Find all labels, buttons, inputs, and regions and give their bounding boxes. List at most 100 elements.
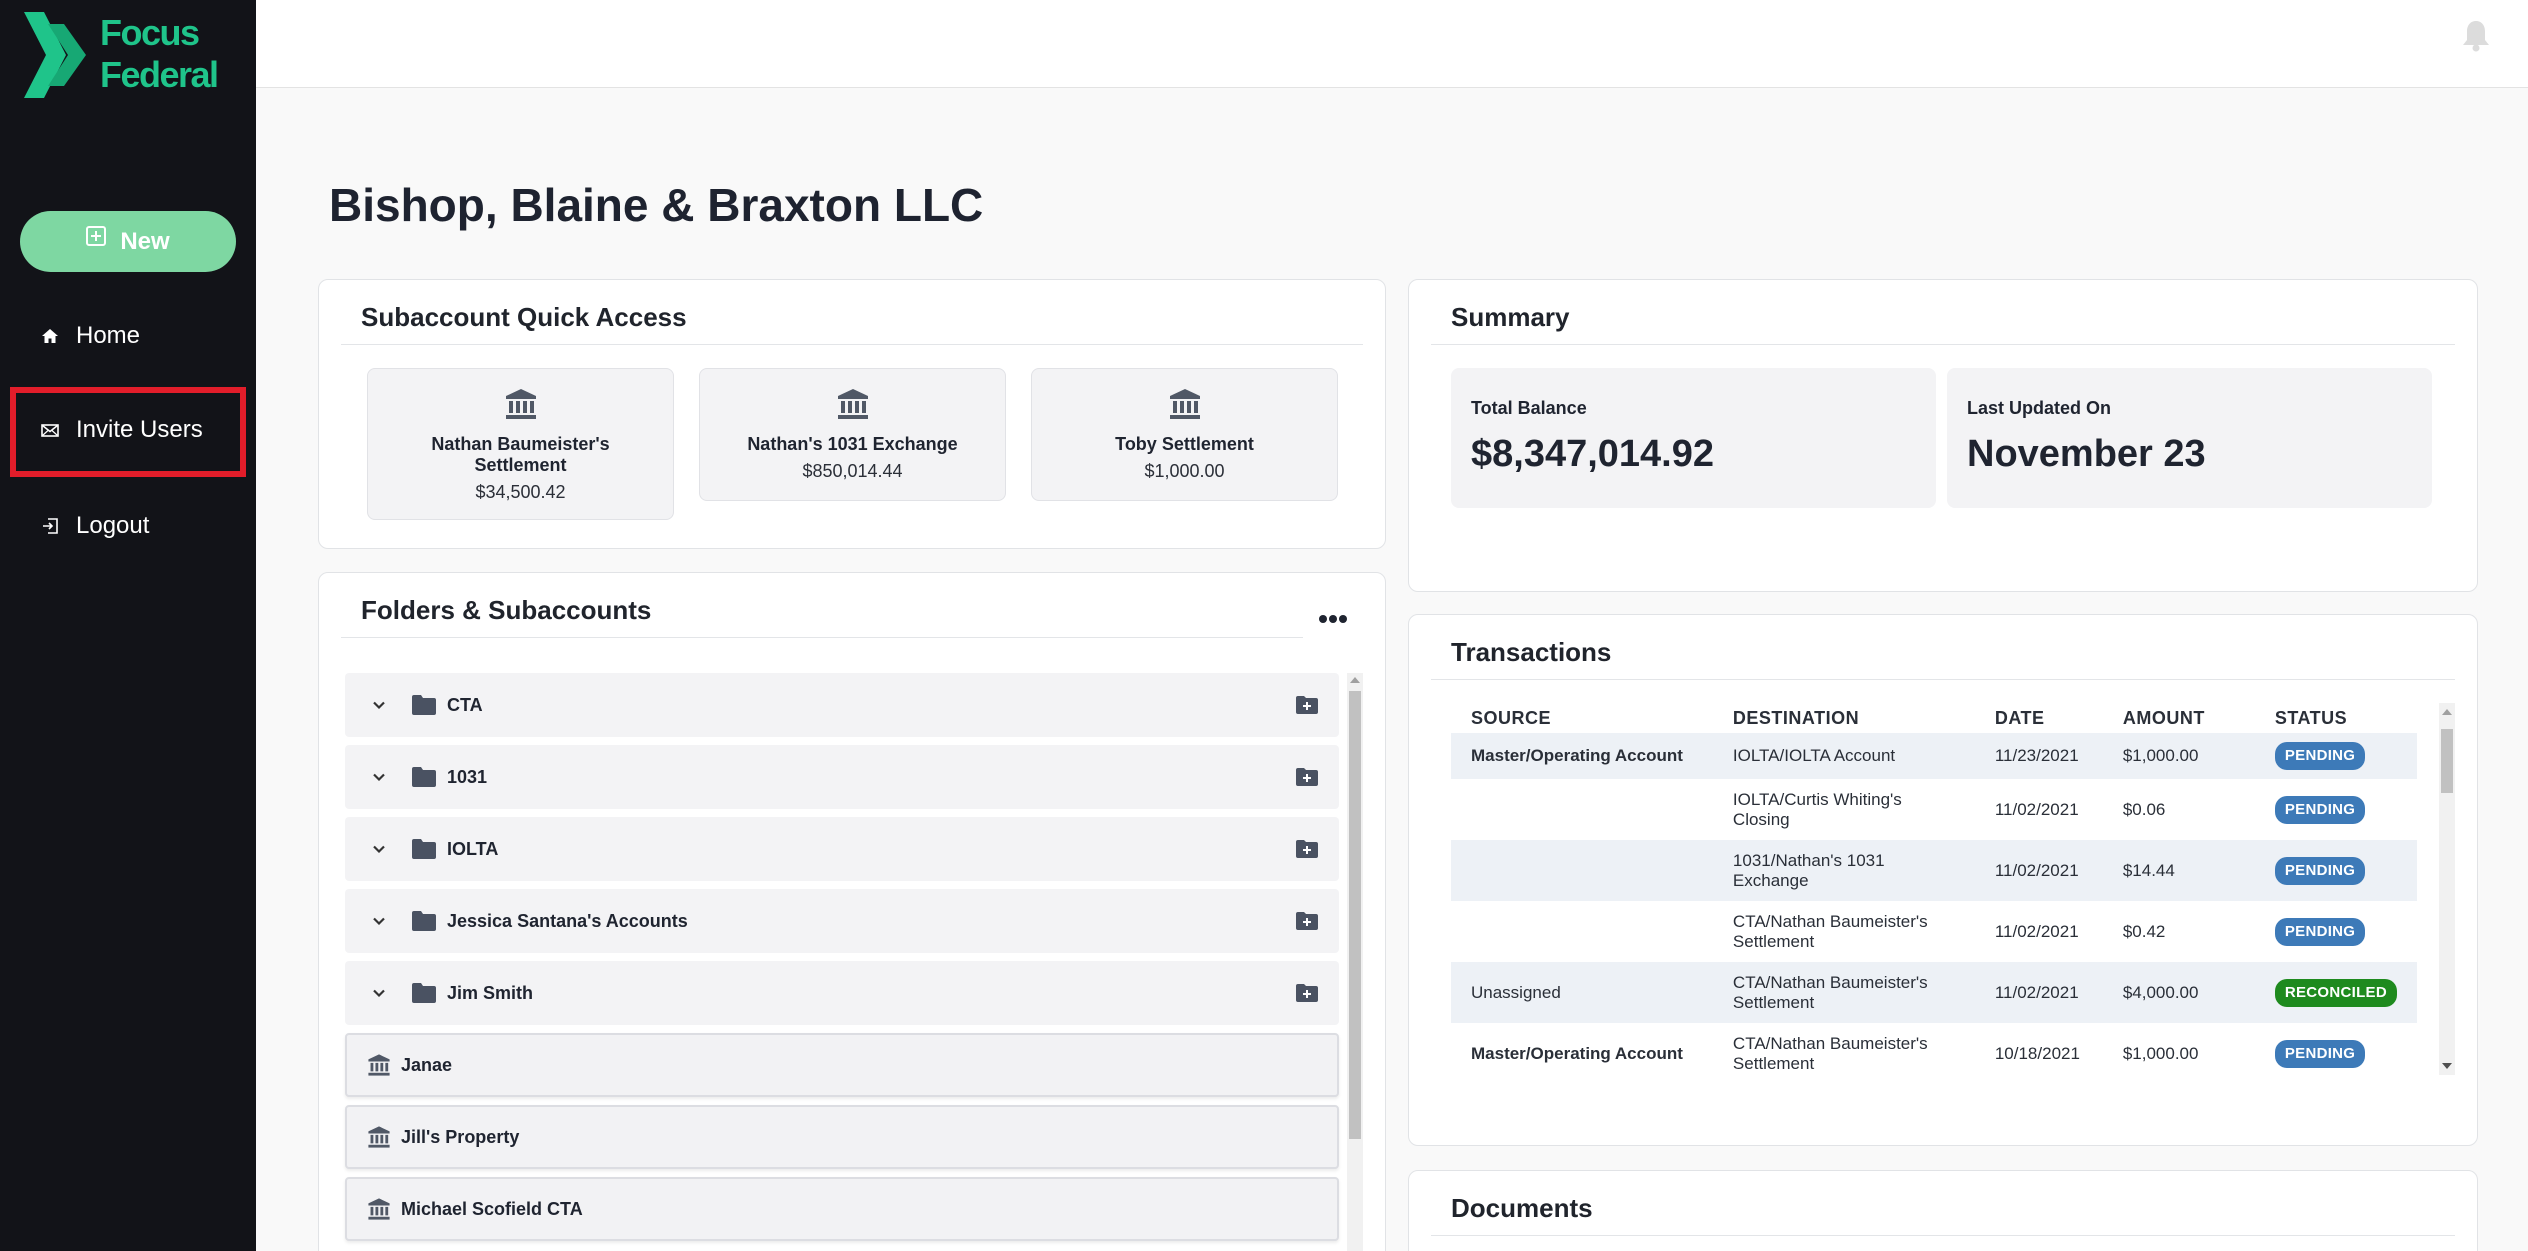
total-balance-tile: Total Balance $8,347,014.92: [1451, 368, 1936, 508]
folder-row-cta[interactable]: CTA: [345, 673, 1339, 737]
sidebar-item-logout[interactable]: Logout: [0, 496, 256, 556]
top-bar: [256, 0, 2528, 88]
folder-icon: [412, 911, 436, 931]
column-header-amount: AMOUNT: [2122, 707, 2205, 728]
subaccount-label: Jill's Property: [401, 1126, 520, 1147]
cell-destination: CTA/Nathan Baumeister's Settlement: [1732, 911, 1928, 951]
cell-date: 10/18/2021: [1994, 1043, 2080, 1063]
table-row[interactable]: CTA/Nathan Baumeister's Settlement 11/02…: [1451, 901, 2417, 962]
folder-row-jim-smith[interactable]: Jim Smith: [345, 961, 1339, 1025]
status-badge: PENDING: [2274, 1039, 2366, 1068]
quick-access-tile[interactable]: Toby Settlement $1,000.00: [1031, 368, 1338, 501]
logo-text-line2: Federal: [100, 54, 219, 95]
cell-status: RECONCILED: [2254, 962, 2417, 1023]
cell-amount: $4,000.00: [2102, 962, 2255, 1023]
quick-access-amount: $1,000.00: [1144, 461, 1225, 481]
folder-label: 1031: [447, 766, 488, 787]
focus-federal-logo[interactable]: Focus Federal: [22, 12, 219, 98]
quick-access-amount: $850,014.44: [802, 461, 903, 481]
divider: [1431, 344, 2455, 345]
cell-source: [1451, 901, 1713, 962]
cell-date: 11/23/2021: [1974, 733, 2103, 779]
add-folder-icon[interactable]: [1295, 911, 1319, 931]
table-row[interactable]: 1031/Nathan's 1031 Exchange 11/02/2021 $…: [1451, 840, 2417, 901]
cell-status: PENDING: [2255, 1023, 2417, 1084]
sidebar-item-home[interactable]: Home: [0, 306, 256, 366]
bank-icon: [505, 389, 536, 419]
divider: [1431, 679, 2455, 680]
page-title: Bishop, Blaine & Braxton LLC: [329, 179, 984, 231]
folder-icon: [412, 767, 436, 787]
column-header-status: STATUS: [2274, 707, 2348, 728]
card-title: Documents: [1451, 1193, 1593, 1223]
cell-source: [1451, 779, 1713, 840]
chevron-down-icon[interactable]: [371, 769, 387, 785]
scroll-up-arrow-icon[interactable]: [2442, 709, 2452, 715]
subaccount-label: Michael Scofield CTA: [401, 1198, 583, 1219]
bank-icon: [368, 1126, 390, 1148]
bank-icon: [837, 389, 868, 419]
cell-amount: $1,000.00: [2102, 733, 2255, 779]
add-folder-icon[interactable]: [1295, 983, 1319, 1003]
chevron-down-icon[interactable]: [371, 913, 387, 929]
status-badge: PENDING: [2274, 917, 2366, 946]
cell-status: PENDING: [2255, 779, 2417, 840]
more-options-icon[interactable]: [1319, 615, 1347, 625]
quick-access-amount: $34,500.42: [475, 482, 566, 502]
subaccount-row-michael-scofield[interactable]: Michael Scofield CTA: [345, 1177, 1339, 1241]
new-button[interactable]: New: [20, 211, 236, 272]
quick-access-name: Nathan's 1031 Exchange: [747, 434, 958, 454]
divider: [341, 344, 1363, 345]
quick-access-tile[interactable]: Nathan Baumeister's Settlement $34,500.4…: [367, 368, 674, 520]
transactions-scrollbar[interactable]: [2439, 703, 2455, 1075]
status-badge: RECONCILED: [2274, 978, 2397, 1007]
chevron-down-icon[interactable]: [371, 841, 387, 857]
sidebar-item-invite-users[interactable]: Invite Users: [0, 400, 256, 460]
last-updated-value: November 23: [1967, 433, 2206, 475]
add-folder-icon[interactable]: [1295, 839, 1319, 859]
folder-row-1031[interactable]: 1031: [345, 745, 1339, 809]
table-row[interactable]: Master/Operating Account IOLTA/IOLTA Acc…: [1451, 733, 2417, 779]
table-row[interactable]: IOLTA/Curtis Whiting's Closing 11/02/202…: [1451, 779, 2417, 840]
scroll-up-arrow-icon[interactable]: [1350, 677, 1360, 683]
chevron-down-icon[interactable]: [371, 697, 387, 713]
column-header-date: DATE: [1994, 707, 2045, 728]
scrollbar-thumb[interactable]: [1349, 691, 1361, 1139]
total-balance-label: Total Balance: [1471, 398, 1587, 418]
cell-source: Master/Operating Account: [1451, 733, 1713, 779]
folder-list-scrollbar[interactable]: [1347, 673, 1363, 1251]
sidebar-item-label: Invite Users: [76, 416, 203, 443]
cell-date: 11/02/2021: [1974, 962, 2103, 1023]
scrollbar-thumb[interactable]: [2441, 729, 2453, 793]
plus-square-icon: [86, 225, 107, 246]
subaccount-quick-access-card: Subaccount Quick Access Nathan Baumeiste…: [318, 279, 1386, 549]
chevron-down-icon[interactable]: [371, 985, 387, 1001]
table-row[interactable]: Master/Operating Account CTA/Nathan Baum…: [1451, 1023, 2417, 1084]
add-folder-icon[interactable]: [1295, 695, 1319, 715]
cell-amount: $14.44: [2102, 840, 2255, 901]
cell-date: 11/02/2021: [1994, 799, 2079, 819]
transactions-card: Transactions SOURCE DESTINATION DATE AMO…: [1408, 614, 2478, 1146]
sidebar-item-label: Logout: [76, 512, 150, 539]
table-row[interactable]: Unassigned CTA/Nathan Baumeister's Settl…: [1451, 962, 2417, 1023]
add-folder-icon[interactable]: [1295, 767, 1319, 787]
quick-access-tile[interactable]: Nathan's 1031 Exchange $850,014.44: [699, 368, 1006, 501]
status-badge: PENDING: [2274, 856, 2366, 885]
folder-row-jessica-santana[interactable]: Jessica Santana's Accounts: [345, 889, 1339, 953]
subaccount-row-janae[interactable]: Janae: [345, 1033, 1339, 1097]
notification-bell-icon[interactable]: [2460, 18, 2492, 52]
subaccount-row-jills-property[interactable]: Jill's Property: [345, 1105, 1339, 1169]
cell-source: Master/Operating Account: [1471, 1043, 1683, 1063]
cell-destination: 1031/Nathan's 1031 Exchange: [1712, 840, 1975, 901]
sidebar-item-label: Home: [76, 322, 141, 349]
scroll-down-arrow-icon[interactable]: [2442, 1063, 2452, 1069]
card-title: Summary: [1451, 302, 1570, 332]
logout-icon: [43, 518, 58, 534]
logo-text-line1: Focus: [100, 12, 200, 53]
cell-destination: CTA/Nathan Baumeister's Settlement: [1712, 962, 1975, 1023]
last-updated-tile: Last Updated On November 23: [1947, 368, 2432, 508]
folders-subaccounts-card: Folders & Subaccounts CTA 1031 IOLTA Jes…: [318, 572, 1386, 1251]
folder-row-iolta[interactable]: IOLTA: [345, 817, 1339, 881]
cell-amount: $1,000.00: [2122, 1043, 2199, 1063]
home-icon: [42, 329, 58, 343]
